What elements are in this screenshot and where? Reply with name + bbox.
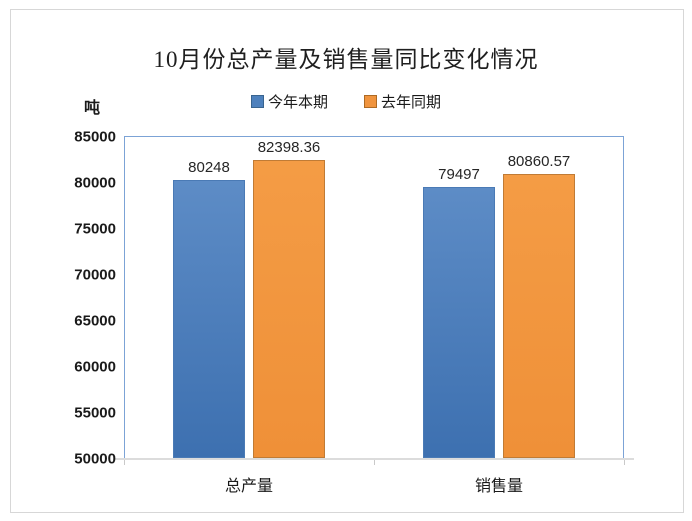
bar-去年同期-总产量 [253, 159, 325, 458]
x-axis-tick [124, 460, 125, 465]
y-tick-label: 70000 [74, 266, 116, 284]
bar-value-label: 79497 [438, 165, 480, 183]
bar-value-label: 80860.57 [507, 153, 571, 171]
legend-label: 今年本期 [267, 94, 328, 111]
bar-今年本期-销售量 [423, 186, 495, 458]
y-tick-label: 80000 [74, 174, 116, 192]
legend-swatch-icon [250, 95, 264, 108]
legend-item-1: 去年同期 [364, 91, 441, 112]
y-tick-label: 85000 [74, 128, 116, 146]
bar-今年本期-总产量 [173, 179, 245, 458]
y-tick-label: 60000 [74, 358, 116, 376]
bar-value-label: 80248 [188, 158, 230, 176]
legend-label: 去年同期 [381, 94, 442, 111]
y-tick-label: 55000 [74, 404, 116, 422]
bar-value-label: 82398.36 [257, 138, 321, 156]
y-tick-label: 75000 [74, 220, 116, 238]
chart-title: 10月份总产量及销售量同比变化情况 [153, 47, 539, 72]
y-axis-unit-label: 吨 [84, 100, 101, 117]
y-tick-label: 65000 [74, 312, 116, 330]
legend-swatch-icon [364, 95, 377, 108]
y-tick-label: 50000 [74, 450, 116, 468]
category-label-1: 销售量 [474, 478, 523, 495]
legend: 今年本期 去年同期 [0, 91, 692, 112]
legend-item-0: 今年本期 [250, 91, 328, 112]
x-axis-tick [624, 460, 625, 465]
x-axis-tick [374, 460, 375, 465]
category-label-0: 总产量 [224, 478, 273, 495]
x-axis-line [114, 458, 634, 460]
bar-去年同期-销售量 [503, 174, 575, 458]
